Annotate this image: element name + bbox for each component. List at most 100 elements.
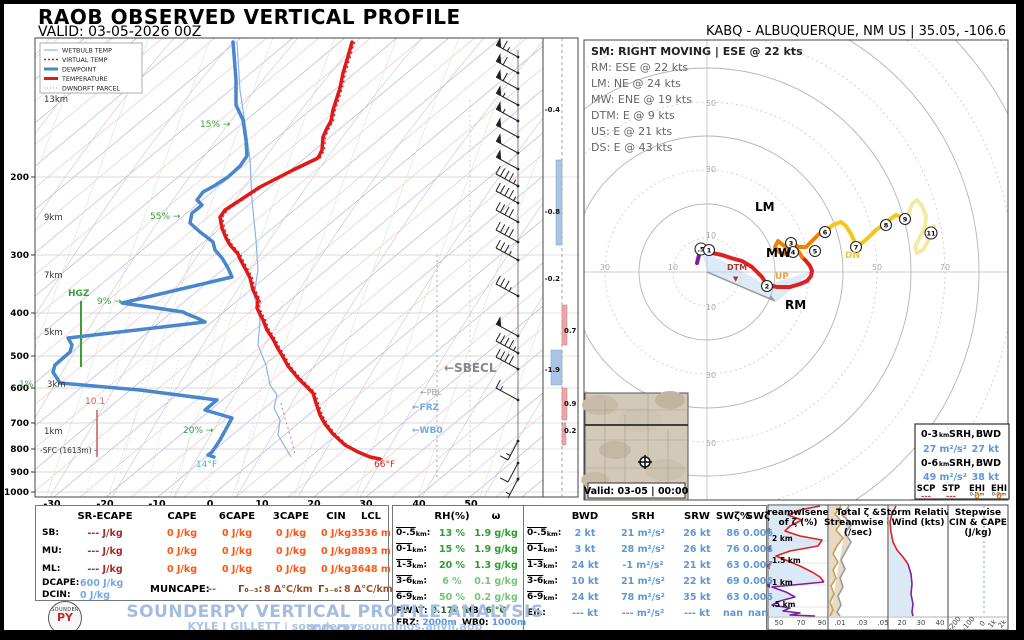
omega-value: 1.9 g/kg	[474, 544, 518, 555]
height-marker	[924, 226, 938, 240]
thermo-value: 0 J/kg	[221, 546, 253, 557]
plot-text: BWD	[976, 429, 1001, 440]
shear-value: --- kt	[572, 608, 598, 619]
footer-credit: KYLE J GILLETT | sounderpysoundings.anvi…	[187, 620, 483, 633]
mini-panel-curve	[829, 505, 844, 617]
shear-value: 0.006	[742, 528, 774, 539]
ring-label: 30	[706, 165, 716, 174]
ring-label: 10	[706, 303, 716, 312]
height-label: 1km	[44, 427, 63, 437]
shear-value: 26 kt	[683, 528, 711, 539]
pressure-tick-label: 900	[10, 468, 29, 478]
logo-arc-text: SOUNDER	[51, 607, 79, 613]
thermo-value: 0 J/kg	[166, 564, 198, 575]
thermo-value: 3536 m	[351, 528, 391, 539]
omega-value: 0.2 g/kg	[474, 592, 518, 603]
shear-value: 0.005	[742, 592, 774, 603]
skewt-annotation: ←FRZ	[412, 403, 440, 413]
omega-strip-frame	[542, 37, 579, 498]
shear-value: 26 kt	[683, 544, 711, 555]
rh-value: 13 %	[438, 528, 466, 539]
height-marker	[818, 225, 832, 239]
skewt-annotation: 55% →	[150, 212, 181, 222]
shear-row-label: 3-6km:	[527, 576, 558, 586]
shear-value: 35 kt	[683, 592, 711, 603]
omega-value-label: -0.8	[545, 208, 560, 216]
omega-value-label: -0.2	[545, 275, 560, 283]
wetbulb-trace	[236, 41, 292, 458]
temp-tick-label: 40	[412, 499, 426, 510]
storm-motion-line: RM: ESE @ 22 kts	[591, 61, 689, 74]
height-marker-label: 9	[903, 216, 908, 224]
hodograph-trace-segment	[823, 213, 910, 247]
pressure-tick-label: 800	[10, 445, 29, 455]
dcape-label: DCAPE:	[42, 578, 80, 588]
shear-row-label: 0-.5km:	[527, 528, 562, 538]
temp-tick-label: -20	[96, 499, 114, 510]
srh-box-value: 27 m²/s²	[923, 444, 967, 455]
pressure-tick-label: 700	[10, 419, 29, 429]
shear-header: SWζ%	[715, 511, 751, 522]
height-marker-label: 3	[789, 240, 794, 248]
index-sub: 0-1km	[970, 492, 984, 498]
rh-value: 15 %	[438, 544, 466, 555]
shear-row-label: 0-1km:	[527, 544, 558, 554]
thermo-value: 0 J/kg	[166, 528, 198, 539]
shear-value: 2 kt	[574, 528, 596, 539]
thermo-header: CIN	[326, 511, 346, 522]
thermo-table-box	[35, 505, 389, 601]
shear-value: 21 m²/s²	[621, 528, 665, 539]
hodograph-label: UP	[775, 272, 789, 282]
thermo-row-label: SB:	[42, 528, 59, 538]
shear-row-label: 6-9km:	[527, 592, 558, 602]
thermo-header: CAPE	[167, 511, 197, 522]
shear-value: 78 m²/s²	[621, 592, 665, 603]
temp-tick-label: 50	[464, 499, 478, 510]
hodograph-label: MW	[766, 246, 791, 260]
skewt-annotation: 1%	[19, 380, 34, 390]
height-marker	[786, 245, 800, 259]
panel-tick-label: 50	[775, 619, 784, 627]
srh-box-value: 49 m²/s²	[923, 472, 967, 483]
thermo-value: 0 J/kg	[275, 546, 307, 557]
height-marker-label: 7	[854, 244, 859, 252]
dcin-label: DCIN:	[42, 590, 71, 600]
ring-label: 10	[706, 231, 716, 240]
skewt-annotation: ←SBECL	[444, 361, 497, 375]
panel-tick-label: .05	[877, 619, 888, 627]
frame-bottom	[0, 630, 1024, 640]
mini-panel-title: Total ζ &	[836, 508, 880, 518]
shear-value: 21 m²/s²	[621, 576, 665, 587]
thermo-value: 0 J/kg	[221, 564, 253, 575]
shear-value: -1 m²/s²	[622, 560, 664, 571]
storm-motion-block: SM: RIGHT MOVING | ESE @ 22 kts RM: ESE @…	[591, 44, 803, 156]
mini-panel-title: Storm Relative	[880, 508, 955, 518]
shear-value: 76	[726, 544, 740, 555]
mini-panel-curve	[836, 505, 853, 617]
km-label: 1 km	[772, 578, 793, 587]
km-label: .5 km	[772, 600, 796, 609]
index-header: EHI	[969, 484, 985, 494]
hodograph-label: LM	[755, 200, 775, 214]
shear-value: 24 kt	[571, 592, 599, 603]
logo-main-text: PY	[56, 611, 74, 624]
thermo-header: 6CAPE	[218, 511, 256, 522]
pressure-tick-label: 500	[10, 352, 29, 362]
height-marker-label: 5	[813, 248, 818, 256]
map-valid-label: Valid: 03-05 | 00:00	[584, 486, 689, 497]
legend-entry: DWNDRFT PARCEL	[62, 86, 121, 93]
mini-panel-title: Streamwise ζ	[824, 518, 892, 528]
storm-motion-line: LM: NE @ 24 kts	[591, 77, 681, 90]
skewt-annotation: 9% →	[97, 297, 122, 307]
shear-table-box	[523, 505, 767, 632]
temp-tick-label: -30	[43, 499, 61, 510]
shear-header: SRH	[631, 511, 655, 522]
panel-tick-label: 20	[898, 619, 907, 627]
dewpoint-trace	[51, 40, 249, 459]
index-value: ---	[946, 492, 956, 501]
thermo-row-label: MU:	[42, 546, 62, 556]
shear-value: 63	[726, 560, 740, 571]
omega-value: 1.3 g/kg	[474, 560, 518, 571]
ring-label: 50	[706, 99, 716, 108]
omega-value: 1.9 g/kg	[474, 528, 518, 539]
